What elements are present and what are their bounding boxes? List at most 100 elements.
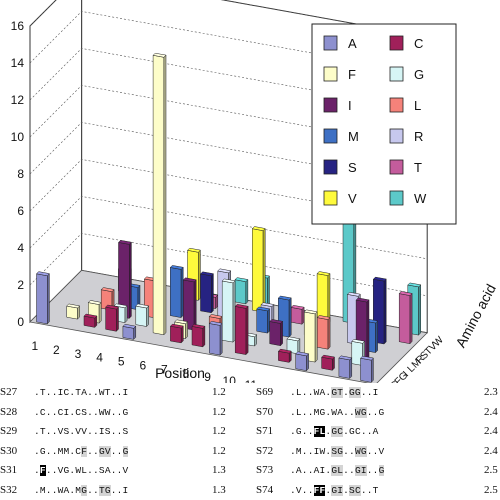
x-tick-label: 3 xyxy=(75,347,82,361)
bar-chart-3d: 024681012141612345678910111213141516ACFG… xyxy=(11,0,499,383)
sequence-id: S28 xyxy=(0,405,18,418)
legend-swatch-G xyxy=(389,66,404,82)
motif-segment: ..I xyxy=(360,387,379,398)
motif-segment: .. xyxy=(343,465,355,476)
gridline xyxy=(29,85,428,149)
bar-C-pos-7 xyxy=(169,323,184,344)
motif-highlight: FL xyxy=(313,426,326,437)
motif-highlight: GT xyxy=(331,387,344,398)
sequence-value: 1.3 xyxy=(212,483,226,496)
motif-highlight: GG xyxy=(349,387,361,398)
motif-highlight: GC xyxy=(331,426,344,437)
motif-segment: .L..WA. xyxy=(290,387,332,398)
motif-highlight: WG xyxy=(354,406,367,418)
bar-F-pos-2 xyxy=(66,303,81,320)
motif-segment: . xyxy=(343,484,350,496)
sequence-value: 1.2 xyxy=(212,425,226,437)
motif-segment: .G..MM.C xyxy=(34,445,82,457)
bar-F-pos-6 xyxy=(152,52,167,336)
sequence-value: 1.3 xyxy=(212,464,226,476)
sequence-motif: .F..VG.WL..SA..V xyxy=(34,462,128,480)
sequence-value: 2.4 xyxy=(484,425,498,437)
y-tick-label: 8 xyxy=(17,167,24,181)
sequence-motif: .A..AI.GL..GI..G xyxy=(290,462,385,480)
legend-swatch-L xyxy=(389,97,404,113)
legend-swatch-A xyxy=(323,35,338,51)
motif-segment: .M..WA.M xyxy=(34,484,82,496)
bar-V-pos-12 xyxy=(316,271,331,325)
motif-highlight: GV xyxy=(98,445,111,457)
gridline xyxy=(29,122,428,186)
sequence-id: S73 xyxy=(256,464,274,476)
legend-label-G: G xyxy=(414,67,424,82)
sequence-row: S69 .L..WA.GT.GG..I 2.3 xyxy=(256,383,500,401)
motif-segment: .. xyxy=(87,445,99,457)
x-axis-title: Position xyxy=(155,365,205,381)
x-tick-label: 12 xyxy=(266,382,280,383)
gridline xyxy=(29,11,428,75)
motif-highlight: F xyxy=(81,445,88,457)
motif-segment: . xyxy=(34,465,40,476)
y-tick-label: 10 xyxy=(11,130,25,144)
bar-G-pos-5 xyxy=(135,303,150,328)
bar-M-pos-6 xyxy=(169,265,184,319)
z-tick-label: F xyxy=(393,376,405,383)
motif-segment: .T..IC.TA..WT..I xyxy=(34,387,129,398)
motif-segment: ..T xyxy=(360,484,379,496)
sequence-value: 1.2 xyxy=(212,386,226,398)
motif-highlight: TG xyxy=(98,484,111,496)
bar-G-pos-15 xyxy=(351,339,366,367)
sequence-value: 2.5 xyxy=(484,483,498,496)
motif-segment: ..I xyxy=(110,484,129,496)
sequence-row: S27 .T..IC.TA..WT..I 1.2 xyxy=(0,383,244,401)
motif-segment: .L..MG.WA.. xyxy=(290,406,355,418)
sequence-row: S72 .M..IW.SG..WG..V 2.4 xyxy=(256,442,500,460)
bar-A-pos-16 xyxy=(359,355,374,383)
gridline xyxy=(29,233,428,297)
sequence-motif: .G..MM.CF..GV..G xyxy=(34,443,129,461)
legend-label-T: T xyxy=(414,160,422,175)
motif-segment: .. xyxy=(366,465,379,476)
z-axis-title: Amino acid xyxy=(452,281,499,350)
legend-swatch-S xyxy=(323,159,338,175)
motif-segment: .A..AI. xyxy=(290,465,332,476)
x-tick-label: 9 xyxy=(204,370,211,383)
bar-C-pos-4 xyxy=(105,304,120,332)
bar-S-pos-7 xyxy=(199,271,214,314)
sequence-motif: .M..WA.MG..TG..I xyxy=(34,482,128,500)
motif-highlight: GI xyxy=(331,484,344,496)
legend-swatch-W xyxy=(389,190,404,206)
bar-C-pos-12 xyxy=(277,348,292,364)
motif-segment: . xyxy=(343,387,350,398)
motif-segment: .T..VS.VV..IS..S xyxy=(34,426,129,437)
gridline xyxy=(29,0,428,38)
sequence-id: S29 xyxy=(0,425,18,437)
bar-C-pos-3 xyxy=(83,313,98,329)
legend-swatch-F xyxy=(323,66,338,82)
sequence-row: S29 .T..VS.VV..IS..S 1.2 xyxy=(0,422,244,440)
bar-C-pos-10 xyxy=(234,304,249,356)
sequence-motif: .L..WA.GT.GG..I xyxy=(290,384,379,402)
sequence-value: 2.3 xyxy=(484,386,498,398)
y-tick-label: 6 xyxy=(17,204,24,218)
gridline xyxy=(29,159,428,223)
bar-F-pos-13 xyxy=(303,309,318,363)
bar-V-pos-9 xyxy=(251,226,266,313)
x-tick-label: 5 xyxy=(118,355,125,369)
legend-swatch-I xyxy=(323,97,338,113)
bar-A-pos-13 xyxy=(295,351,310,372)
sequence-motif: .C..CI.CS..WW..G xyxy=(34,404,128,422)
legend-label-F: F xyxy=(348,67,356,82)
sequence-id: S27 xyxy=(0,386,18,398)
sequence-row: S74 .V..FF.GI.SC..T 2.5 xyxy=(256,481,500,499)
legend-swatch-C xyxy=(389,35,404,51)
bar-C-pos-8 xyxy=(191,324,206,348)
motif-segment: .GC..A xyxy=(343,426,379,437)
motif-segment: .. xyxy=(343,445,355,457)
motif-segment: .. xyxy=(87,484,99,496)
legend-label-V: V xyxy=(348,191,357,206)
sequence-table: S27 .T..IC.TA..WT..I 1.2 S28 .C..CI.CS..WW..… xyxy=(0,383,500,500)
bar-W-pos-8 xyxy=(234,277,249,305)
motif-segment: .G.. xyxy=(290,426,314,437)
bar-I-pos-7 xyxy=(182,277,197,331)
